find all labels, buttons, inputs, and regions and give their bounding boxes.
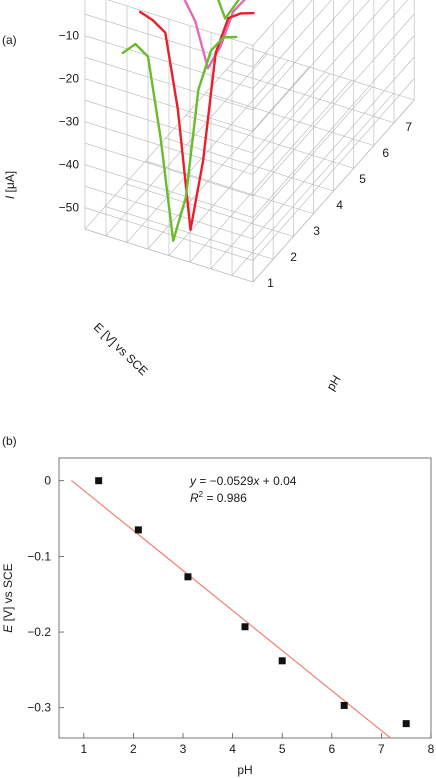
b-xtick-label: 5	[279, 742, 286, 756]
grid-line	[84, 0, 389, 154]
a-curve-series	[217, 0, 241, 20]
a-ztick-label: 3	[313, 224, 320, 238]
grid-line	[84, 0, 370, 132]
grid-line	[84, 56, 415, 240]
panel-b-label: (b)	[2, 434, 17, 448]
grid-line	[84, 13, 415, 197]
panel-a-ylabel-var: I	[3, 195, 17, 199]
b-xtick-label: 4	[229, 742, 236, 756]
panel-b-ylabel-var: E	[1, 624, 15, 633]
b-xtick-label: 8	[428, 742, 435, 756]
a-ztick-label: 4	[336, 198, 343, 212]
panel-a-ylabel-unit: [μA]	[3, 171, 17, 196]
grid-line	[147, 66, 310, 250]
grid-line	[231, 93, 394, 276]
a-ztick-label: 2	[290, 250, 297, 264]
eq-end: + 0.04	[259, 474, 296, 488]
panel-b-ylabel-rest: [V] vs SCE	[1, 563, 15, 624]
b-ytick-label: 0	[44, 474, 51, 488]
a-ztick-label: 7	[405, 120, 412, 134]
panel-a-zticks: 1 2 3 4 5 6 7	[267, 120, 412, 290]
b-ytick-label: −0.2	[27, 625, 51, 639]
panel-b-frame	[58, 457, 432, 739]
grid-line	[84, 99, 415, 283]
r2-sup: 2	[199, 490, 204, 499]
a-ztick-label: 5	[359, 172, 366, 186]
a-ytick-label: −10	[59, 29, 80, 43]
b-data-point	[402, 720, 410, 728]
a-ztick-label: 6	[382, 146, 389, 160]
eq-mid: = −0.0529	[196, 474, 254, 488]
panel-a-xlabel: E [V] vs SCE	[91, 320, 151, 378]
b-fit-line	[71, 479, 391, 739]
panel-b-xticks: 1 2 3 4 5 6 7 8	[80, 733, 435, 756]
r2-val: = 0.986	[203, 491, 247, 505]
b-xtick-label: 3	[180, 742, 187, 756]
b-xtick-label: 6	[328, 742, 335, 756]
panel-b-fit-line	[71, 479, 391, 739]
a-ytick-label: −50	[59, 201, 80, 215]
a-ytick-label: −30	[59, 115, 80, 129]
grid-line	[84, 47, 247, 230]
panel-b: (b) 1 2 3 4 5 6 7 8 0 −0.1 −0.2 −0.3 pH E [V] vs S…	[1, 434, 435, 777]
b-ytick-label: −0.1	[27, 549, 51, 563]
grid-line	[189, 80, 352, 263]
panel-a-curves	[121, 0, 255, 243]
grid-line	[168, 73, 331, 256]
grid-line	[84, 0, 351, 111]
panel-a-zlabel: pH	[324, 373, 344, 393]
panel-a-yticks: 0−10−20−30−40−50	[59, 29, 80, 215]
b-data-point	[278, 657, 286, 665]
panel-b-yticks: 0 −0.1 −0.2 −0.3	[27, 474, 64, 715]
a-ytick-label: −40	[59, 158, 80, 172]
grid-line	[84, 0, 313, 68]
grid-line	[84, 0, 332, 89]
panel-a-grid	[84, 0, 415, 283]
grid-line	[84, 0, 408, 175]
b-ytick-label: −0.3	[27, 701, 51, 715]
b-data-point	[95, 477, 103, 485]
b-data-point	[340, 701, 348, 709]
r2-r: R	[190, 491, 199, 505]
b-data-point	[241, 623, 249, 631]
grid-line	[84, 35, 415, 218]
grid-line	[84, 78, 415, 261]
a-ytick-label: −20	[59, 72, 80, 86]
b-xtick-label: 2	[130, 742, 137, 756]
panel-b-r2: R2 = 0.986	[190, 490, 247, 505]
grid-line	[107, 0, 294, 46]
b-xtick-label: 1	[80, 742, 87, 756]
a-curve-series	[121, 35, 238, 243]
a-ztick-label: 1	[267, 276, 274, 290]
panel-b-xlabel: pH	[237, 763, 252, 777]
panel-b-points	[95, 477, 410, 728]
eq-x: x	[252, 474, 260, 488]
panel-b-equation: y = −0.0529x + 0.04	[189, 474, 297, 488]
panel-b-ylabel: E [V] vs SCE	[1, 563, 15, 632]
b-data-point	[184, 573, 192, 581]
panel-a-label: (a)	[2, 33, 17, 47]
a-curve-series	[138, 10, 255, 232]
b-xtick-label: 7	[378, 742, 385, 756]
grid-line	[210, 86, 373, 269]
panel-a-ylabel: I [μA]	[3, 171, 17, 199]
grid-line	[105, 53, 268, 236]
b-data-point	[134, 526, 142, 534]
grid-line	[126, 60, 289, 243]
eq-y: y	[189, 474, 197, 488]
